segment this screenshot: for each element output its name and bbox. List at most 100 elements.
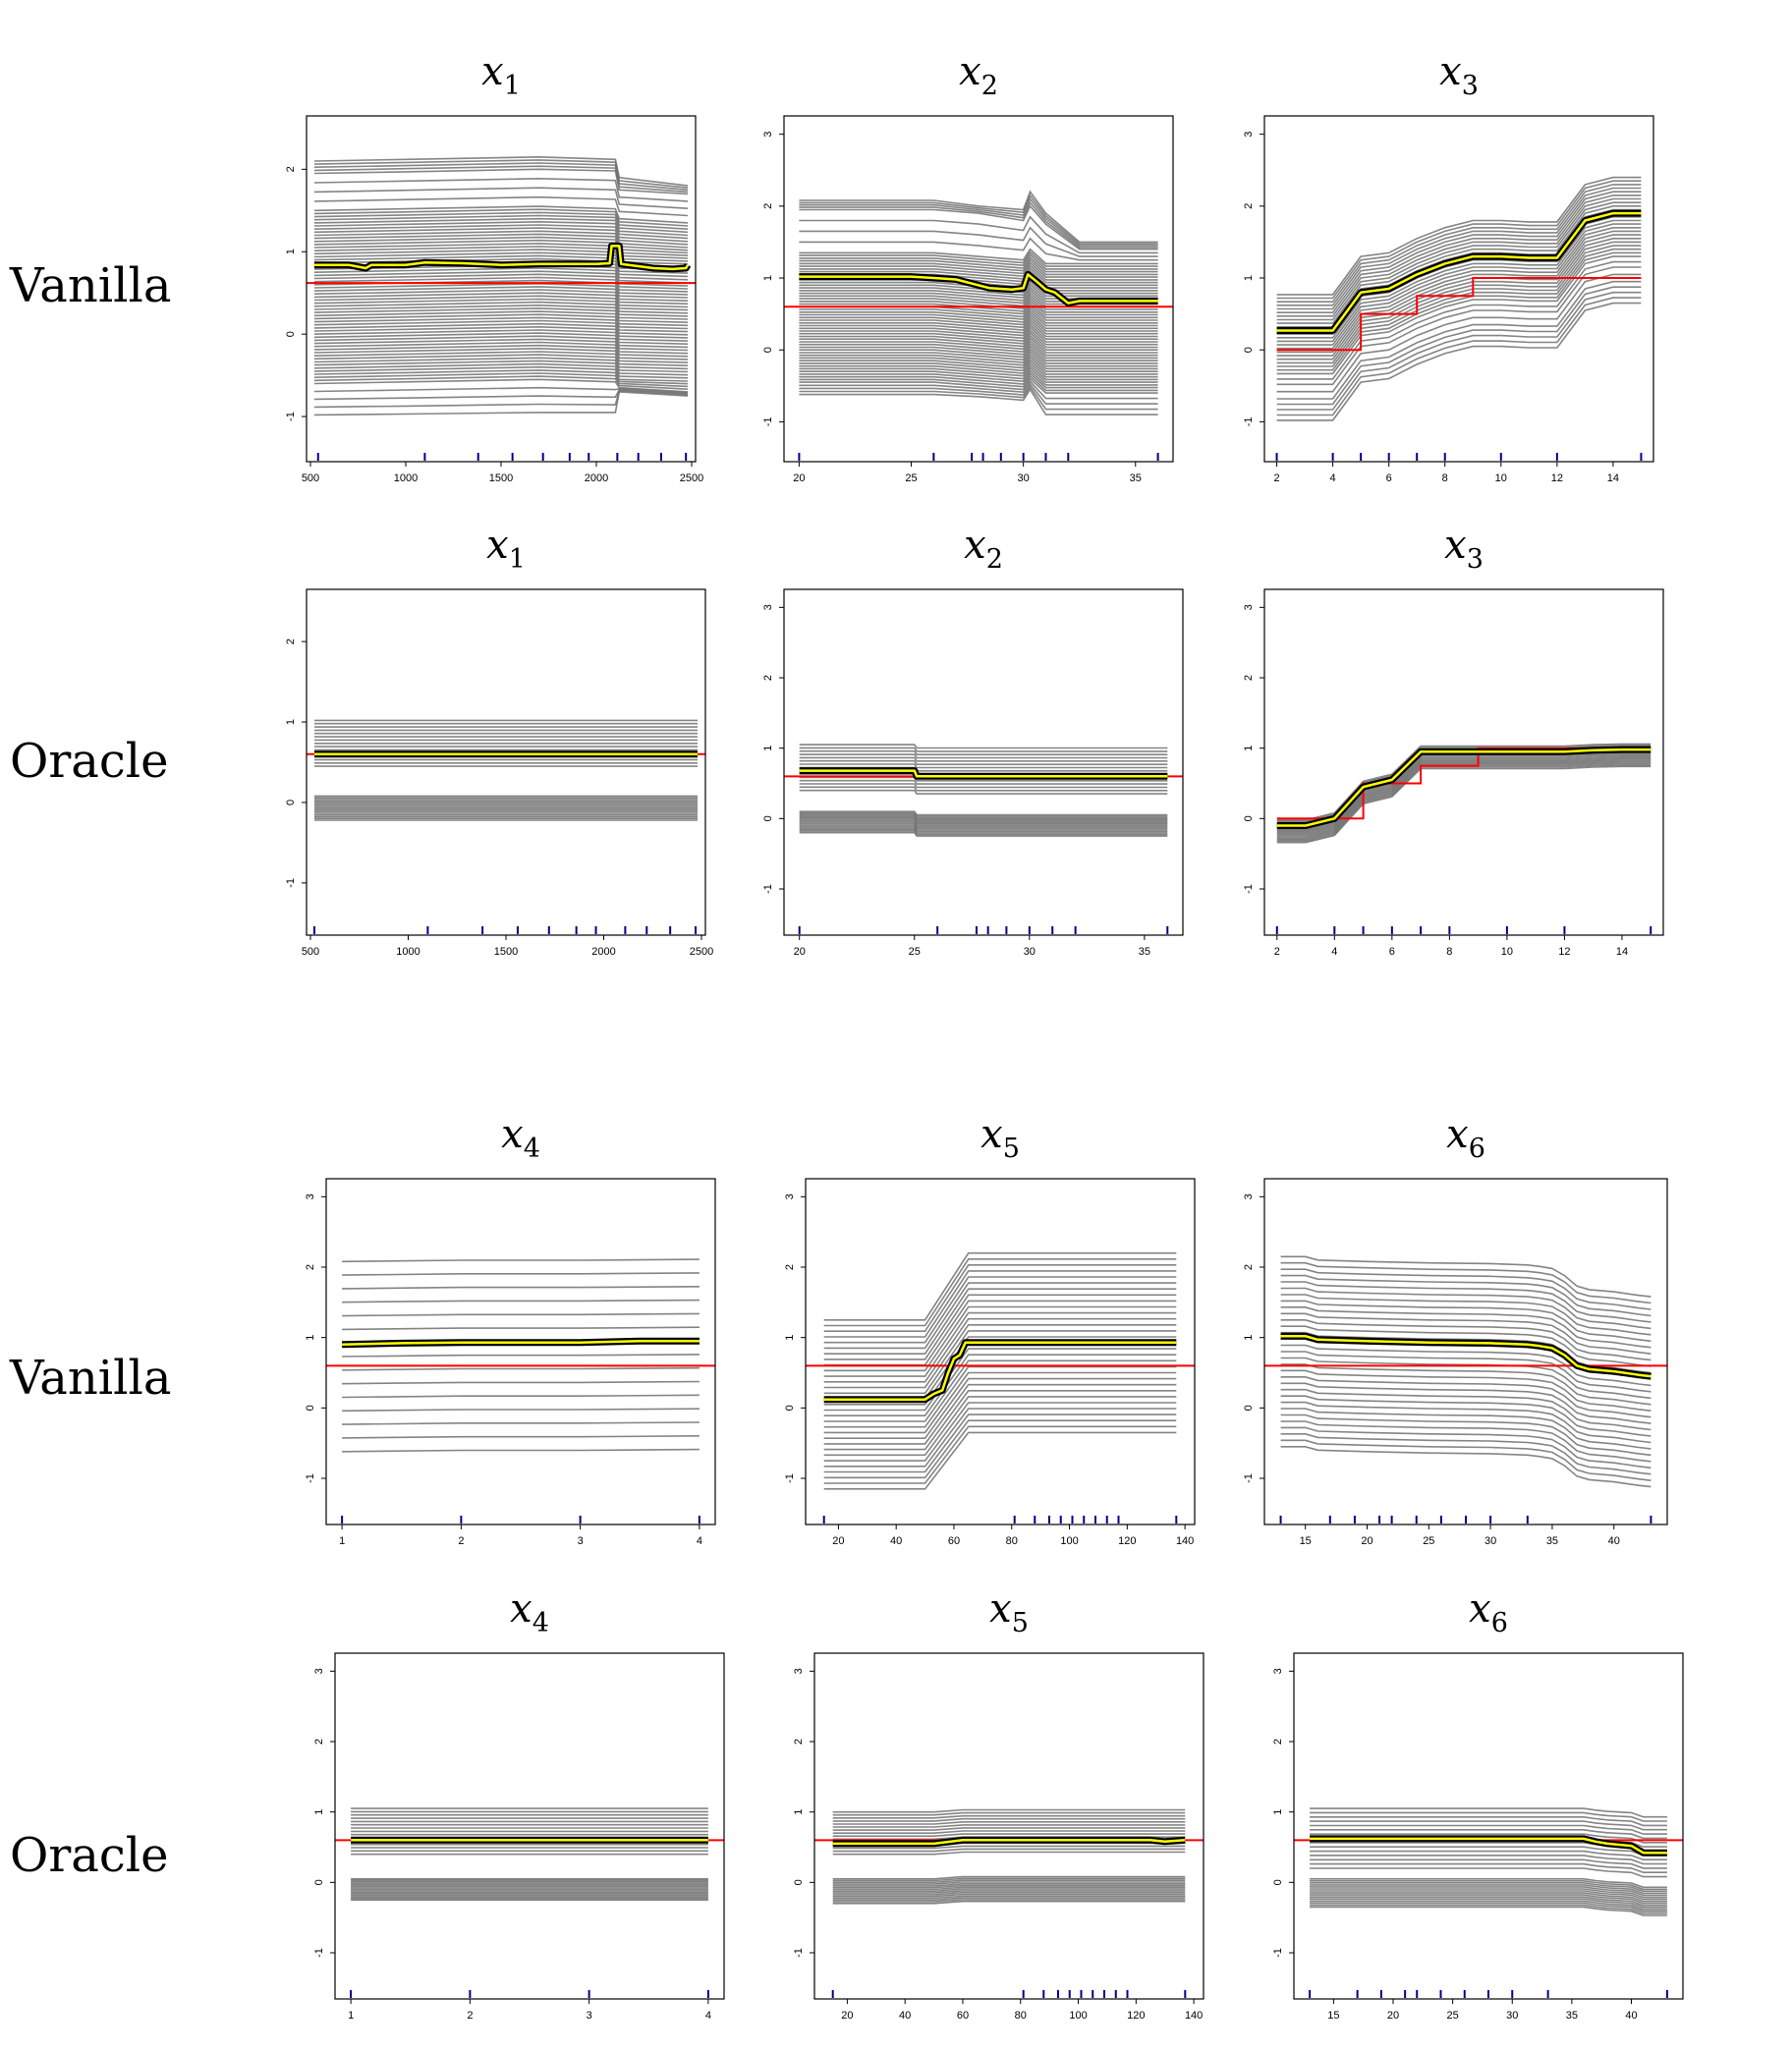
y-tick-label: -1 (762, 417, 774, 427)
ice-curve (823, 1276, 1177, 1344)
y-tick-label: 3 (1272, 1668, 1284, 1674)
y-tick-label: 1 (1243, 1335, 1255, 1341)
ice-curve (1276, 176, 1642, 296)
ice-curve (1276, 205, 1642, 324)
ice-curve (313, 301, 689, 317)
ice-curve (799, 813, 1168, 819)
y-tick-label: -1 (1243, 417, 1255, 427)
ice-curve (823, 1383, 1177, 1445)
y-tick-label: -1 (1272, 1948, 1284, 1958)
ice-curve (313, 239, 689, 256)
x-tick-label: 35 (1139, 946, 1150, 958)
ice-curve (313, 388, 689, 401)
y-tick-label: 2 (784, 1264, 796, 1270)
x-tick-label: 2500 (690, 946, 713, 958)
x-tick-label: 40 (1625, 2010, 1637, 2022)
x-tick-label: 2 (1273, 472, 1279, 484)
x-tick-label: 25 (1423, 1535, 1434, 1547)
pdp-line (1310, 1837, 1667, 1855)
ice-curve (823, 1425, 1177, 1484)
ice-curve (1310, 1820, 1667, 1831)
ice-curve (1276, 280, 1642, 400)
x-tick-label: 100 (1069, 2010, 1087, 2022)
ice-curve (799, 759, 1168, 766)
ice-curve (1280, 1408, 1652, 1450)
ice-curve (799, 811, 1168, 817)
ice-curve (313, 214, 689, 234)
x-tick-label: 1 (348, 2010, 354, 2022)
ice-curve (799, 783, 1168, 789)
x-tick-label: 4 (1330, 472, 1336, 484)
ice-curve (823, 1264, 1177, 1332)
ice-curve (832, 1881, 1186, 1885)
x-tick-label: 40 (899, 2010, 911, 2022)
y-tick-label: 0 (285, 331, 297, 337)
ice-curve (1276, 187, 1642, 306)
ice-curve (799, 753, 1168, 759)
ice-curve (799, 215, 1158, 254)
ice-curve (1310, 1833, 1667, 1844)
ice-curve (799, 317, 1158, 335)
ice-curve (799, 385, 1158, 411)
ice-curve (313, 208, 689, 227)
y-tick-label: 0 (313, 1879, 325, 1885)
ice-curve (823, 1359, 1177, 1422)
plot-frame (783, 588, 1184, 936)
ice-curve (832, 1883, 1186, 1887)
ice-curve (799, 250, 1158, 267)
ice-curve (313, 233, 689, 251)
x-tick-label: 10 (1495, 472, 1507, 484)
plot-frame (1263, 1178, 1668, 1525)
ice-curve (1276, 273, 1642, 393)
pdp-line (1276, 211, 1642, 332)
ice-curve (799, 345, 1158, 362)
plot-frame (334, 1652, 725, 2000)
ice-curve (1310, 1904, 1667, 1914)
y-tick-label: 0 (285, 800, 297, 805)
ice-curve (342, 1421, 700, 1425)
ice-curve (1276, 302, 1642, 421)
ice-curve (1280, 1306, 1652, 1349)
ice-curve (823, 1431, 1177, 1490)
title-variable: x (989, 1586, 1012, 1632)
ice-curve (823, 1371, 1177, 1434)
y-tick-label: 2 (793, 1739, 805, 1745)
ice-curve (1276, 759, 1652, 838)
ice-curve (823, 1294, 1177, 1360)
ice-curve (1280, 1426, 1652, 1469)
ice-curve (1280, 1261, 1652, 1304)
ice-curve (832, 1891, 1186, 1896)
y-tick-label: 3 (313, 1668, 325, 1674)
y-tick-label: 1 (1243, 746, 1255, 751)
ice-curve (1276, 180, 1642, 300)
x-tick-label: 20 (1387, 2010, 1399, 2022)
ice-curve (1276, 286, 1642, 406)
ice-curve (832, 1888, 1186, 1893)
title-subscript: 6 (1469, 1134, 1485, 1164)
ice-curve (313, 319, 689, 336)
ice-curve (799, 331, 1158, 349)
ice-curve (799, 305, 1158, 321)
ice-curve (832, 1814, 1186, 1819)
panel-title: x6 (1469, 1586, 1508, 1638)
ice-curve (1280, 1351, 1652, 1393)
plot-frame (1263, 588, 1664, 936)
pdp-line (1276, 748, 1652, 827)
x-tick-label: 20 (832, 1535, 844, 1547)
ice-curve (832, 1897, 1186, 1902)
ice-curve (313, 286, 689, 302)
y-tick-label: 0 (1243, 1405, 1255, 1411)
title-subscript: 1 (509, 544, 526, 575)
ice-curve (1310, 1807, 1667, 1818)
x-tick-label: 1500 (489, 472, 513, 484)
ice-curve (342, 1408, 700, 1413)
x-tick-label: 3 (587, 2010, 592, 2022)
ice-curve (313, 276, 689, 293)
title-subscript: 2 (986, 544, 1003, 575)
ice-curve (313, 365, 689, 382)
ice-curve (313, 298, 689, 314)
ice-curve (1310, 1888, 1667, 1899)
y-tick-label: 2 (1243, 1264, 1255, 1270)
ice-curve (1280, 1439, 1652, 1481)
